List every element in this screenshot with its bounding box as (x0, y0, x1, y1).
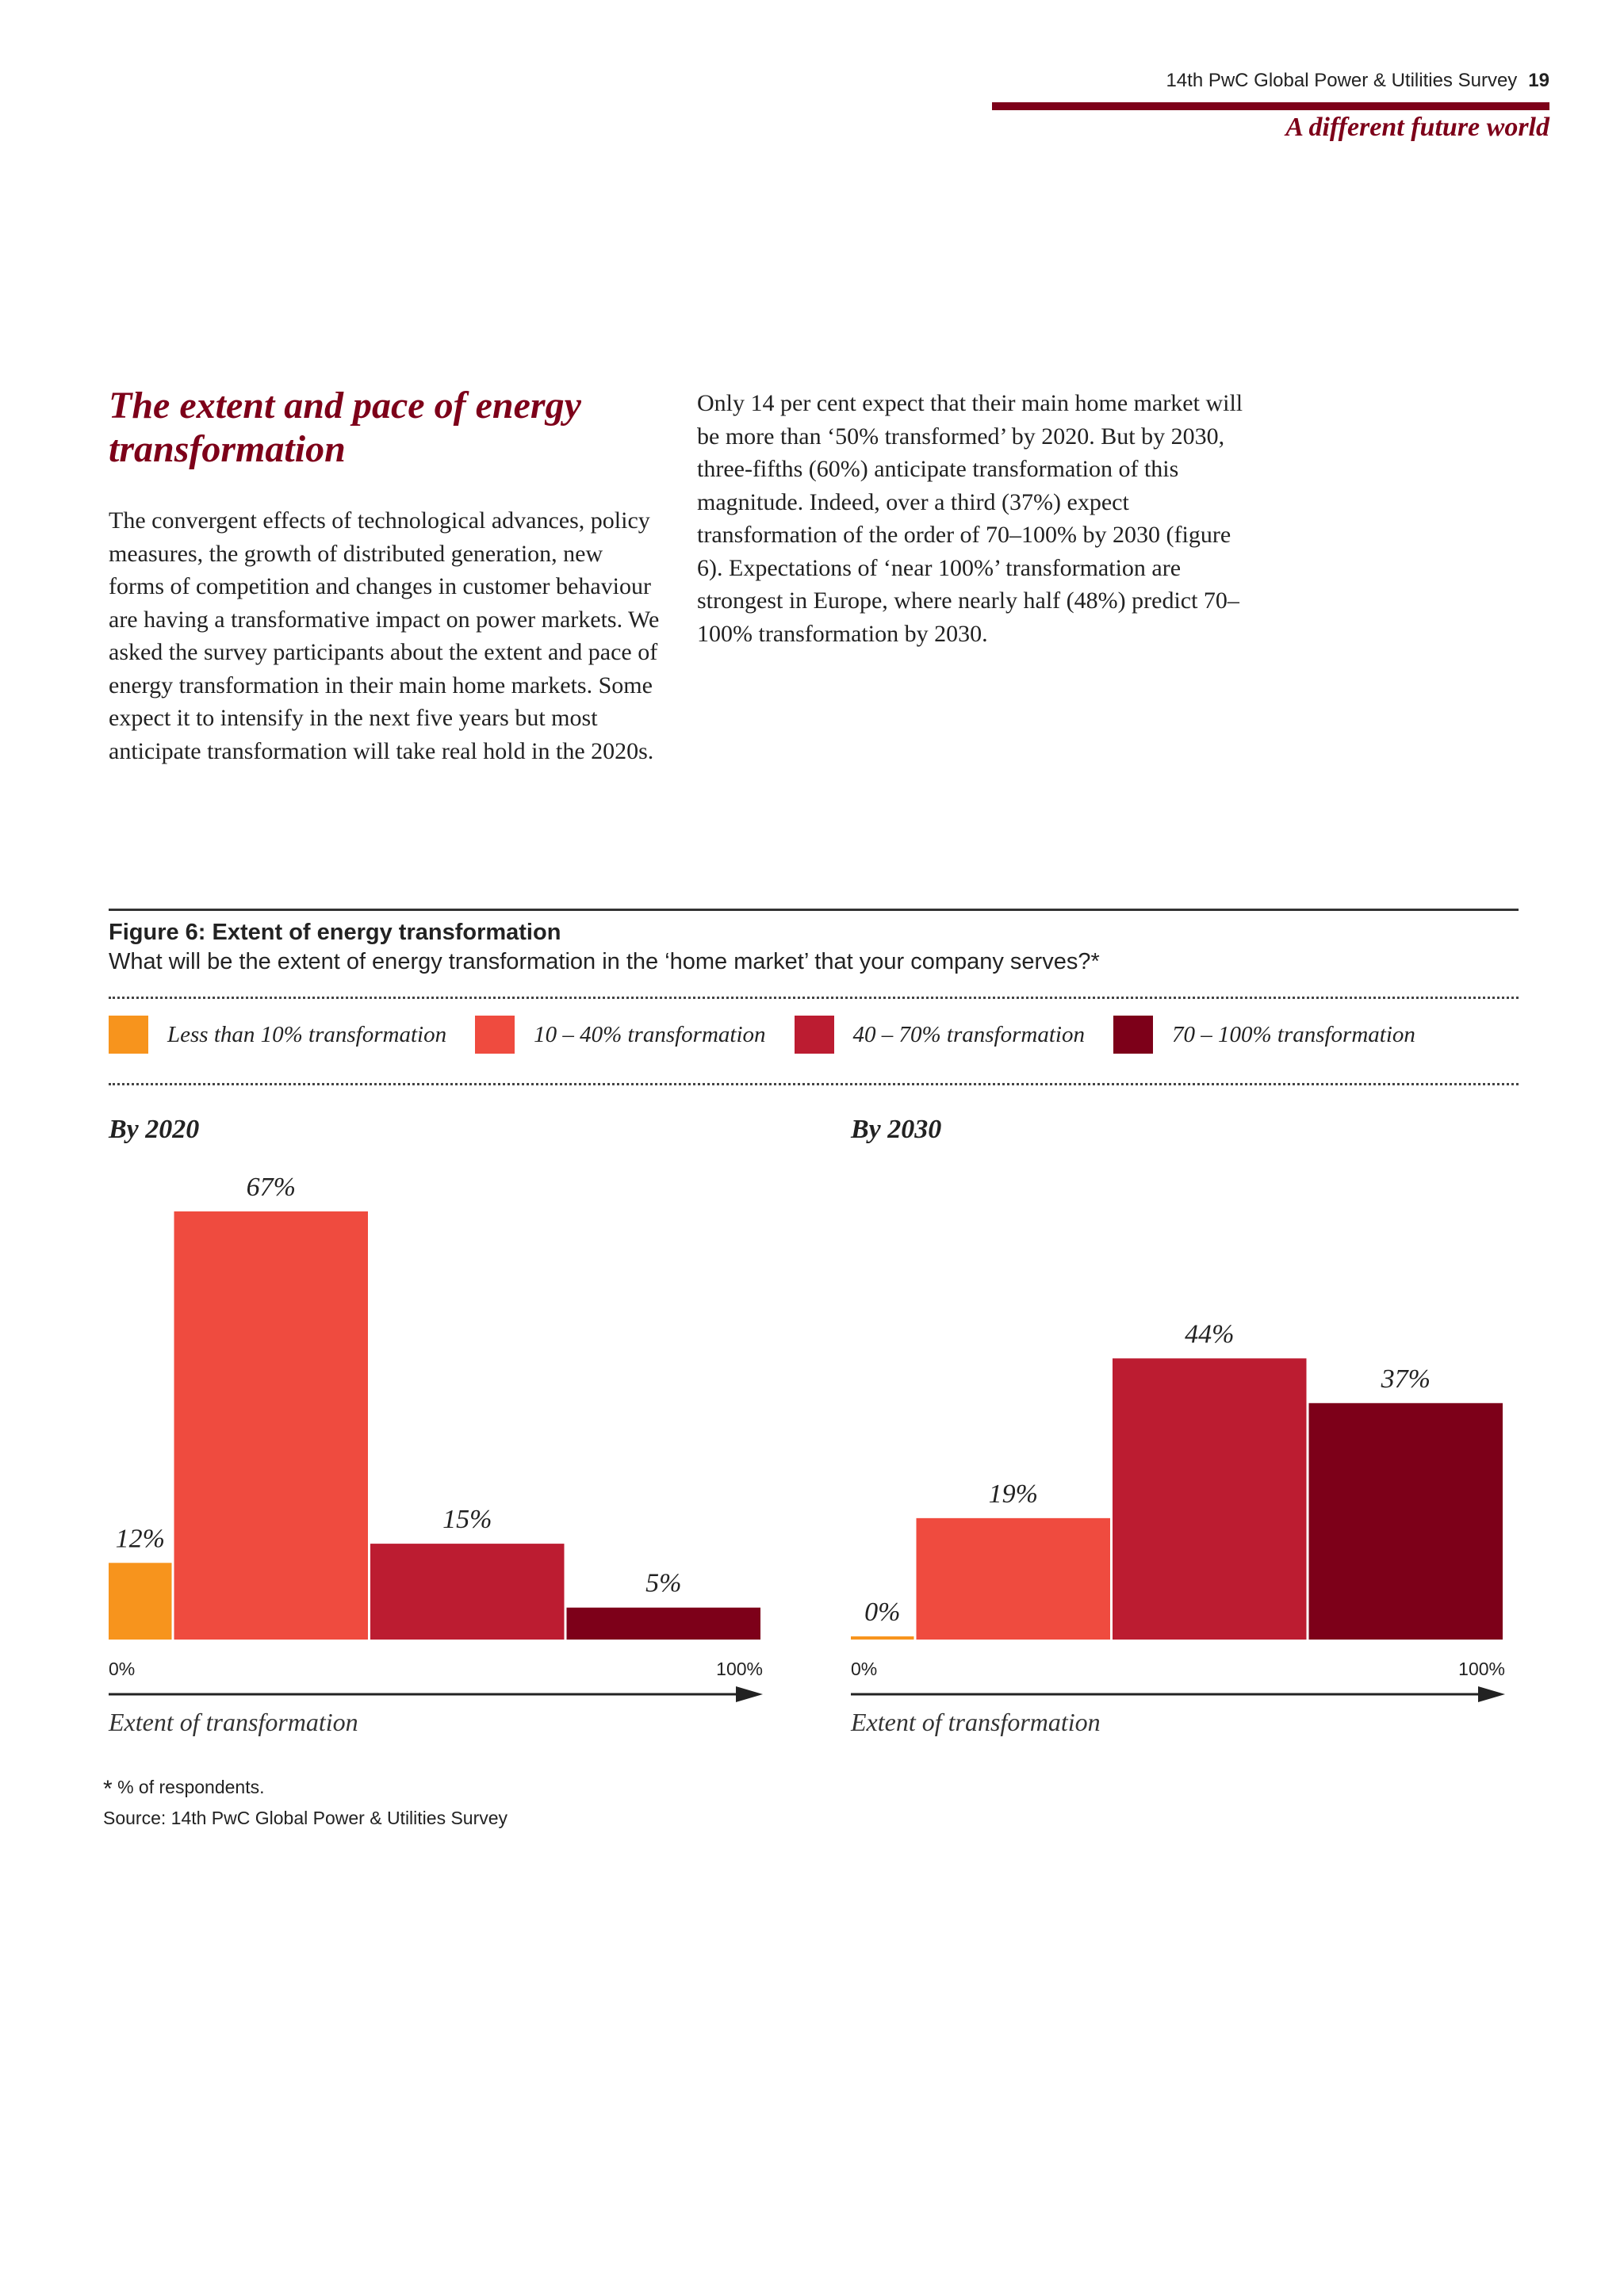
paragraph-left: The convergent effects of technological … (109, 507, 660, 764)
legend: Less than 10% transformation 10 – 40% tra… (109, 1015, 1444, 1054)
paragraph-right: Only 14 per cent expect that their main … (697, 390, 1243, 647)
footnote: * % of respondents. (103, 1776, 264, 1803)
legend-label: Less than 10% transformation (167, 1021, 447, 1047)
legend-swatch (475, 1016, 515, 1054)
data-label: 67% (247, 1173, 296, 1202)
data-label: 12% (116, 1524, 165, 1553)
running-title: 14th PwC Global Power & Utilities Survey (1166, 70, 1518, 91)
data-label: 5% (645, 1569, 681, 1598)
dotted-divider (109, 1083, 1519, 1085)
chart-by-2020: 12% 67% 15% 5% 0% 100% Extent of transformatio… (108, 1173, 763, 1736)
x-tick-label: 100% (1458, 1659, 1505, 1679)
data-label: 44% (1185, 1319, 1234, 1349)
legend-label: 40 – 70% transformation (852, 1021, 1085, 1047)
source: Source: 14th PwC Global Power & Utilitie… (103, 1808, 508, 1828)
bar (1308, 1402, 1503, 1640)
article-title: The extent and pace of energy transforma… (109, 385, 581, 470)
legend-swatch (794, 1016, 834, 1054)
chart-by-2030: 0% 19% 44% 37% 0% 100% Extent of transformatio… (850, 1319, 1505, 1736)
x-tick-label: 0% (851, 1659, 877, 1679)
legend-label: 70 – 100% transformation (1171, 1021, 1415, 1047)
legend-swatch (1113, 1016, 1153, 1054)
bar (1113, 1358, 1307, 1640)
data-label: 15% (442, 1505, 492, 1534)
legend-item: Less than 10% transformation (109, 1016, 446, 1054)
x-tick-label: 100% (716, 1659, 763, 1679)
bar (109, 1563, 172, 1640)
footnote-mark: * (103, 1776, 113, 1802)
legend-label: 10 – 40% transformation (534, 1021, 766, 1047)
bar (370, 1544, 565, 1640)
arrow-head-icon (1478, 1686, 1505, 1702)
arrow-head-icon (736, 1686, 763, 1702)
legend-item: 10 – 40% transformation (475, 1016, 766, 1054)
bar (851, 1636, 914, 1640)
x-axis-label: Extent of transformation (108, 1708, 358, 1736)
section-title: A different future world (1285, 113, 1549, 142)
footnote-text: % of respondents. (117, 1777, 265, 1797)
dotted-divider (109, 997, 1519, 999)
figure-rule (109, 909, 1519, 911)
figure-title: Figure 6: Extent of energy transformatio… (109, 920, 561, 945)
page-number: 19 (1528, 70, 1549, 91)
bar (916, 1517, 1110, 1640)
legend-item: 70 – 100% transformation (1113, 1016, 1415, 1054)
x-axis-label: Extent of transformation (850, 1708, 1101, 1736)
legend-swatch (109, 1016, 148, 1054)
chart-title-2030: By 2030 (851, 1115, 942, 1144)
data-label: 37% (1381, 1364, 1431, 1394)
data-label: 0% (864, 1598, 900, 1627)
header-bar (992, 102, 1549, 110)
legend-item: 40 – 70% transformation (794, 1016, 1085, 1054)
data-label: 19% (989, 1479, 1038, 1509)
x-tick-label: 0% (109, 1659, 135, 1679)
running-header: 14th PwC Global Power & Utilities Survey… (1166, 70, 1549, 92)
bar (174, 1211, 368, 1640)
bar (566, 1607, 760, 1640)
chart-title-2020: By 2020 (109, 1115, 200, 1144)
figure-subtitle: What will be the extent of energy transf… (109, 949, 1100, 974)
